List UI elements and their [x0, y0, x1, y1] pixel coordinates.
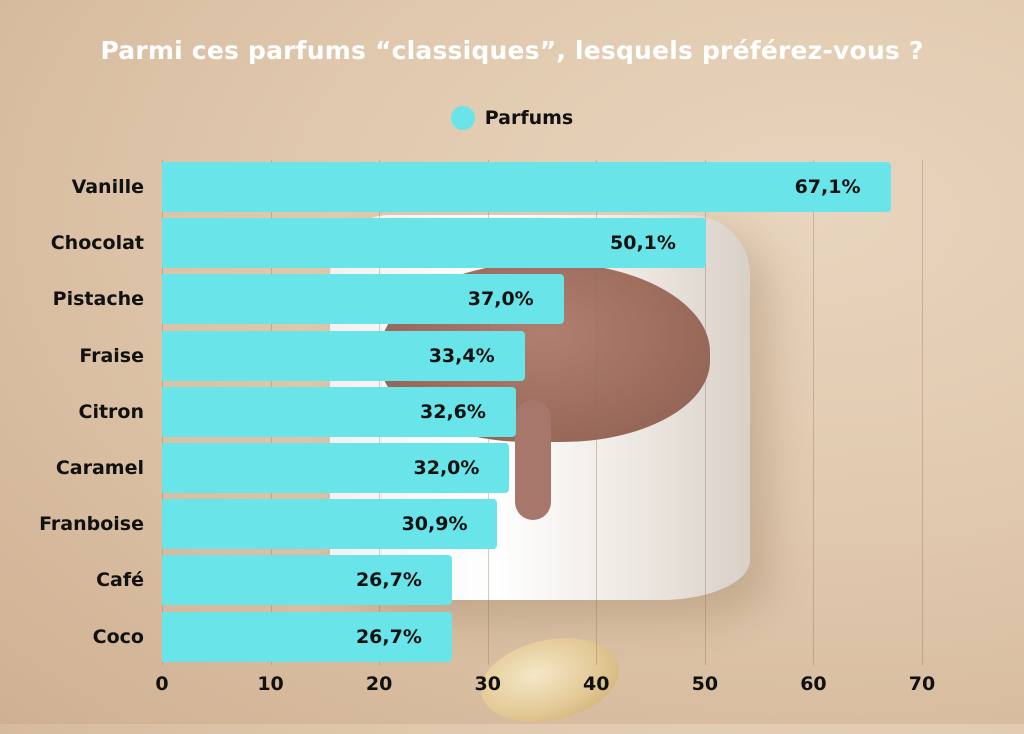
bar[interactable]: 37,0% [162, 274, 564, 325]
category-label: Caramel [55, 457, 144, 479]
bar-value-label: 67,1% [794, 176, 861, 198]
bar-value-label: 32,6% [420, 400, 486, 423]
gridline [704, 160, 706, 665]
bar-value-label: 37,0% [467, 288, 534, 311]
legend: Parfums [0, 106, 1024, 130]
bar-row: Chocolat 50,1% [0, 218, 1000, 269]
bar-row: Vanille 67,1% [0, 162, 1000, 212]
bar-value-label: 32,0% [413, 457, 480, 479]
category-label: Coco [92, 625, 144, 648]
x-tick-label: 60 [800, 673, 827, 695]
x-tick-label: 70 [908, 673, 936, 695]
bar-row: Café 26,7% [0, 555, 1000, 606]
bar[interactable]: 26,7% [162, 611, 452, 662]
bar[interactable]: 32,0% [162, 443, 510, 493]
bar[interactable]: 30,9% [162, 499, 498, 550]
bar-value-label: 26,7% [355, 569, 422, 592]
legend-label: Parfums [484, 107, 574, 129]
legend-swatch-icon [450, 106, 475, 130]
bar-value-label: 30,9% [401, 513, 468, 536]
x-tick-label: 20 [365, 673, 393, 695]
bar[interactable]: 67,1% [162, 162, 891, 212]
x-tick-label: 40 [583, 673, 610, 695]
bar-row: Pistache 37,0% [0, 274, 1000, 325]
bar-row: Citron 32,6% [0, 386, 1000, 437]
x-tick-label: 30 [474, 673, 501, 695]
gridline [922, 160, 923, 665]
category-label: Franboise [39, 513, 144, 536]
bar[interactable]: 50,1% [162, 218, 706, 269]
bar-row: Coco 26,7% [0, 611, 1000, 662]
bar[interactable]: 33,4% [162, 330, 525, 381]
bar-row: Franboise 30,9% [0, 499, 1000, 550]
bar-row: Caramel 32,0% [0, 443, 1000, 493]
gridline [596, 160, 598, 665]
category-label: Chocolat [50, 232, 144, 255]
bar[interactable]: 26,7% [162, 555, 452, 606]
bar-value-label: 26,7% [355, 625, 422, 648]
gridline [813, 160, 815, 665]
bar[interactable]: 32,6% [162, 386, 516, 437]
bar-value-label: 50,1% [610, 232, 676, 255]
bar-row: Fraise 33,4% [0, 330, 1000, 381]
chart-title: Parmi ces parfums “classiques”, lesquels… [100, 36, 924, 65]
x-tick-label: 10 [257, 673, 284, 695]
category-label: Fraise [79, 344, 144, 367]
bar-value-label: 33,4% [428, 344, 495, 367]
category-label: Pistache [52, 288, 144, 311]
x-tick-label: 50 [691, 673, 719, 695]
plot-area: Vanille 67,1% Chocolat 50,1% Pistache 37,0% Fr… [39, 160, 923, 665]
category-label: Vanille [71, 176, 144, 198]
x-tick-label: 0 [155, 673, 169, 695]
category-label: Citron [78, 400, 145, 423]
category-label: Café [96, 569, 144, 592]
